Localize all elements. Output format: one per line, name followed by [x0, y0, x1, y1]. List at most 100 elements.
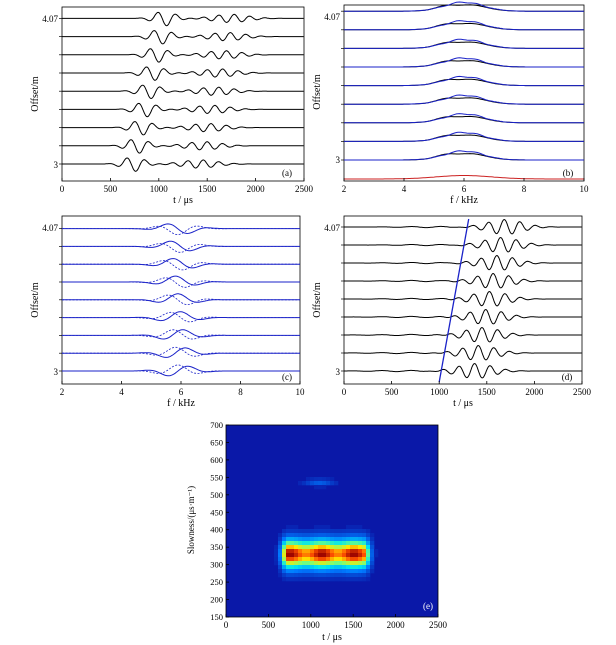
panel-e-cell: [354, 541, 359, 546]
panel-e-cell: [346, 577, 351, 582]
panel-b-curve-black: [344, 78, 584, 87]
panel-e-tag: (e): [423, 601, 433, 611]
panel-e-cell: [322, 545, 327, 550]
panel-e-cell: [290, 553, 295, 558]
panel-e-cell: [310, 477, 315, 482]
panel-e-cell: [374, 553, 379, 558]
panel-e-ylabel: Slowness/(μs·m⁻¹): [186, 486, 196, 554]
panel-e-cell: [334, 565, 339, 570]
panel-e-cell: [314, 537, 319, 542]
panel-e-cell: [354, 561, 359, 566]
panel-e: 150 200 250 300 350 400 450 500 550 600 650 700 0 50…: [186, 420, 448, 643]
panel-b-x-tick-label: 2: [342, 184, 347, 194]
panel-a-trace: [62, 121, 304, 136]
panel-e-cell: [362, 577, 367, 582]
panel-e-cell: [366, 529, 371, 534]
panel-e-cell: [338, 565, 343, 570]
panel-e-cell: [370, 565, 375, 570]
panel-e-cell: [326, 573, 331, 578]
panel-e-cell: [354, 525, 359, 530]
panel-e-cell: [302, 481, 307, 486]
panel-e-cell: [298, 557, 303, 562]
panel-e-cell: [286, 541, 291, 546]
panel-e-cell: [334, 533, 339, 538]
panel-e-cell: [294, 553, 299, 558]
panel-e-cell: [358, 529, 363, 534]
panel-e-cell: [338, 553, 343, 558]
panel-e-cell: [286, 529, 291, 534]
panel-a: 4.07 3 Offset/m 0 500 1000 1500 2000 2500 t /…: [30, 6, 314, 206]
panel-a-trace: [62, 66, 304, 81]
panel-e-cell: [306, 545, 311, 550]
panel-e-cell: [306, 565, 311, 570]
panel-e-cell: [310, 545, 315, 550]
panel-e-cell: [366, 557, 371, 562]
panel-e-cell: [318, 561, 323, 566]
panel-e-cell: [350, 565, 355, 570]
panel-e-cell: [350, 553, 355, 558]
panel-a-x-tick-label: 1500: [198, 184, 217, 194]
panel-e-cell: [306, 549, 311, 554]
panel-e-cell: [338, 577, 343, 582]
panel-e-cell: [350, 529, 355, 534]
panel-e-cell: [358, 549, 363, 554]
panel-e-cell: [362, 573, 367, 578]
panel-a-xlabel: t / μs: [173, 195, 193, 206]
panel-e-cell: [338, 533, 343, 538]
panel-d-trace: [344, 254, 582, 271]
panel-e-cell: [342, 549, 347, 554]
panel-e-cell: [282, 533, 287, 538]
panel-e-ytick-label: 600: [210, 455, 223, 465]
panel-c-curve-solid: [62, 240, 300, 252]
panel-e-cell: [278, 537, 283, 542]
panel-e-cell: [330, 557, 335, 562]
panel-b-curve-black: [344, 22, 584, 31]
panel-c-curve-dashed: [62, 346, 300, 357]
panel-e-cell: [286, 525, 291, 530]
panel-e-cell: [302, 533, 307, 538]
panel-b-curve-blue: [344, 113, 584, 124]
panel-e-cell: [334, 529, 339, 534]
panel-e-cell: [358, 561, 363, 566]
panel-e-cell: [346, 565, 351, 570]
panel-e-cell: [274, 553, 279, 558]
panel-c-tag: (c): [282, 372, 292, 382]
panel-c-traces: [59, 223, 300, 377]
panel-e-cell: [346, 529, 351, 534]
panel-e-cell: [346, 533, 351, 538]
panel-a-x-tick-label: 500: [104, 184, 118, 194]
panel-e-cell: [294, 561, 299, 566]
panel-e-cell: [318, 557, 323, 562]
panel-e-cell: [358, 565, 363, 570]
panel-e-cell: [294, 549, 299, 554]
panel-c-ylabel: Offset/m: [30, 282, 41, 318]
panel-e-cell: [322, 553, 327, 558]
panel-e-cell: [354, 545, 359, 550]
panel-a-trace: [62, 139, 304, 154]
panel-e-cell: [298, 577, 303, 582]
panel-e-xticks: 0 500 1000 1500 2000 2500: [224, 614, 448, 630]
panel-e-cell: [338, 573, 343, 578]
panel-b-traces: [341, 1, 584, 180]
panel-e-cell: [290, 549, 295, 554]
panel-c-curve-solid: [62, 347, 300, 358]
panel-e-cell: [314, 569, 319, 574]
panel-e-cell: [290, 573, 295, 578]
panel-d-trace: [344, 219, 582, 235]
panel-b-curve-blue: [344, 131, 584, 142]
panel-e-x-tick-label: 1000: [302, 620, 321, 630]
panel-e-cell: [354, 537, 359, 542]
panel-e-cell: [322, 561, 327, 566]
panel-b-curve-blue: [344, 20, 584, 31]
panel-e-cell: [366, 573, 371, 578]
panel-a-trace: [62, 102, 304, 118]
panel-e-cell: [366, 565, 371, 570]
panel-e-cell: [346, 537, 351, 542]
panel-e-cell: [330, 565, 335, 570]
panel-d-traces: [341, 219, 582, 379]
panel-d-trace: [344, 326, 582, 343]
panel-e-cell: [326, 541, 331, 546]
panel-e-cell: [362, 553, 367, 558]
panel-e-cell: [286, 557, 291, 562]
